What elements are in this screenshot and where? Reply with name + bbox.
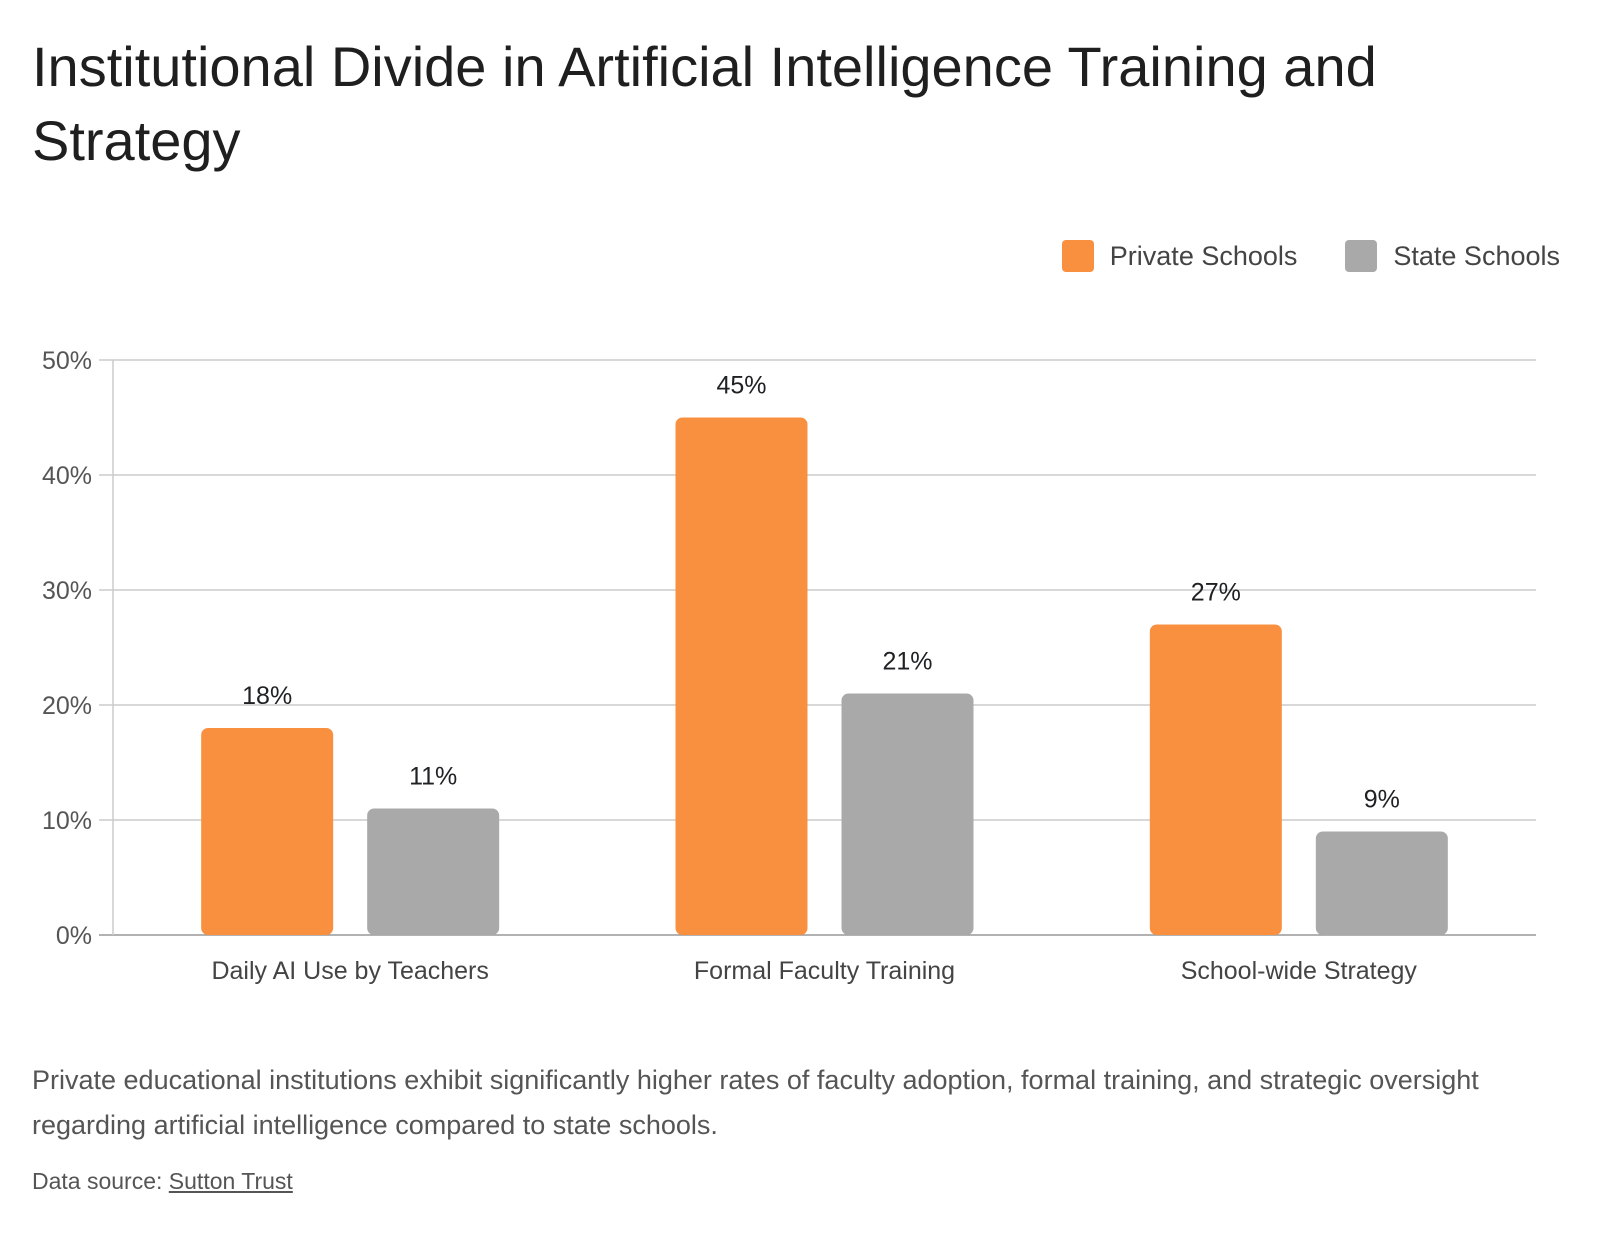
bar-chart: 0% 10% 20% 30% 40% 50% 18% 11% Daily AI Use by T… bbox=[42, 347, 1536, 985]
x-tick-label: Daily AI Use by Teachers bbox=[211, 957, 488, 985]
chart-description: Private educational institutions exhibit… bbox=[32, 1065, 1479, 1140]
bar-state-schools bbox=[841, 693, 974, 935]
legend-swatch-state-schools bbox=[1345, 240, 1378, 272]
data-label-state-schools: 21% bbox=[882, 648, 932, 676]
y-tick-label: 0% bbox=[56, 922, 92, 950]
data-source-link[interactable]: Sutton Trust bbox=[168, 1168, 293, 1194]
y-tick-label: 30% bbox=[42, 577, 92, 605]
legend-label-state-schools: State Schools bbox=[1393, 240, 1560, 271]
x-tick-label: Formal Faculty Training bbox=[694, 957, 955, 985]
legend-swatch-private-schools bbox=[1061, 240, 1094, 272]
data-label-private-schools: 45% bbox=[716, 372, 766, 400]
y-tick-label: 40% bbox=[42, 462, 92, 490]
bar-private-schools bbox=[1149, 624, 1282, 935]
bar-private-schools bbox=[201, 728, 334, 935]
data-label-private-schools: 18% bbox=[242, 682, 292, 710]
data-label-state-schools: 9% bbox=[1364, 786, 1400, 814]
y-tick-label: 20% bbox=[42, 692, 92, 720]
bar-state-schools bbox=[367, 808, 500, 935]
y-tick-label: 50% bbox=[42, 347, 92, 375]
chart-title: Institutional Divide in Artificial Intel… bbox=[32, 35, 1377, 172]
data-source-prefix: Data source: bbox=[32, 1168, 169, 1194]
bar-state-schools bbox=[1315, 831, 1448, 935]
y-tick-label: 10% bbox=[42, 807, 92, 835]
legend-item-private-schools: Private Schools bbox=[1061, 240, 1298, 272]
legend: Private Schools State Schools bbox=[1014, 240, 1560, 272]
legend-label-private-schools: Private Schools bbox=[1109, 240, 1298, 271]
data-label-private-schools: 27% bbox=[1191, 579, 1241, 607]
x-tick-label: School-wide Strategy bbox=[1181, 957, 1418, 985]
data-label-state-schools: 11% bbox=[409, 763, 457, 791]
data-source: Data source: Sutton Trust bbox=[32, 1168, 293, 1195]
bar-private-schools bbox=[675, 417, 808, 935]
legend-item-state-schools: State Schools bbox=[1345, 240, 1560, 272]
